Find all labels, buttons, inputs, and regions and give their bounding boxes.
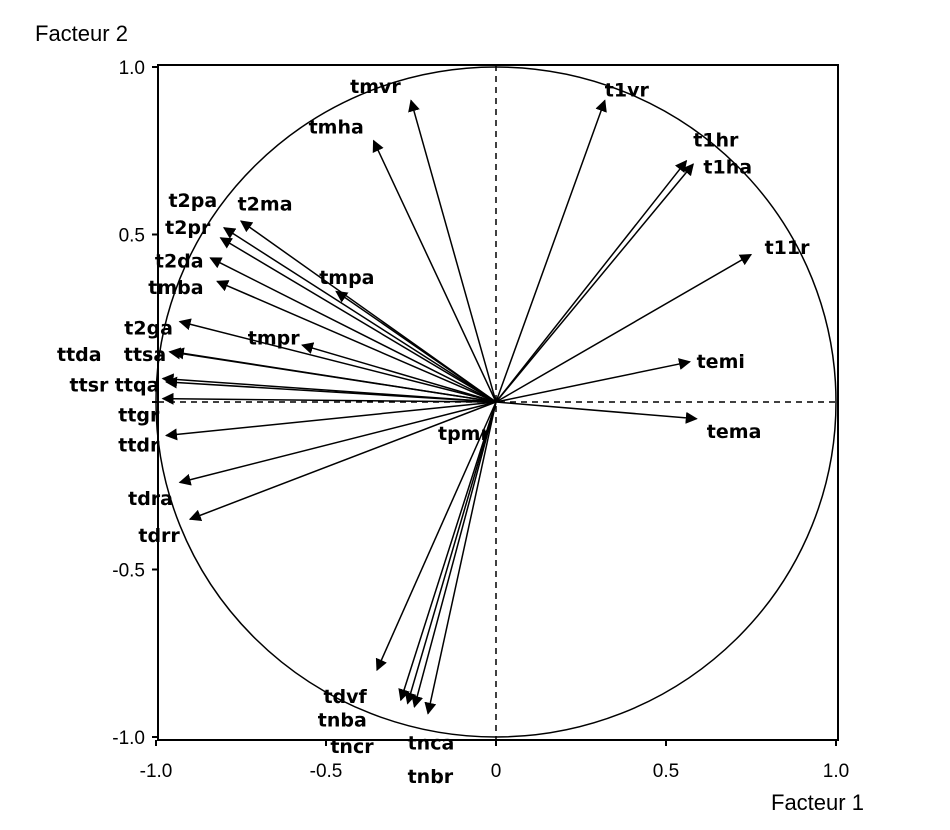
x-tick-label: 0 [491, 761, 502, 782]
label-temi: temi [697, 351, 745, 373]
y-tick-label: -0.5 [112, 561, 145, 582]
vector-tdvf [375, 401, 497, 672]
vector-tdrr [188, 401, 497, 521]
vector-ttdr [165, 401, 497, 441]
x-tick-label: 1.0 [823, 761, 849, 782]
label-t2pa: t2pa [168, 190, 217, 212]
vector-ttsa [171, 347, 497, 403]
y-tick-label: 0.5 [119, 226, 145, 247]
label-t1vr: t1vr [605, 79, 650, 101]
label-ttqa: ttqa [115, 374, 160, 396]
label-t2ga: t2ga [124, 317, 173, 339]
x-tick-label: -1.0 [140, 761, 173, 782]
vector-ttgr [161, 392, 497, 405]
x-axis-title: Facteur 1 [771, 790, 864, 815]
label-t2da: t2da [155, 250, 204, 272]
label-tmvr: tmvr [350, 76, 401, 98]
vector-t2pa [222, 227, 497, 403]
vector-tdra [178, 401, 497, 486]
vector-t1ha [495, 163, 694, 403]
vector-tmha [372, 139, 497, 403]
ticks: -1.0 -0.5 0 0.5 1.0 1.0 0.5 -0.5 -1.0 [112, 58, 849, 782]
x-tick-label: -0.5 [310, 761, 343, 782]
vector-t2da [209, 257, 497, 403]
annotation-tpmr: tpmr [438, 423, 490, 445]
vector-tnbr [411, 401, 497, 709]
vectors: tmvr tmha t1vr t1hr t1ha t11r t2pa t2ma t2pr t2da… [57, 76, 810, 788]
label-tdra: tdra [128, 488, 173, 510]
x-tick-label: 0.5 [653, 761, 679, 782]
label-t1ha: t1ha [703, 157, 752, 179]
label-tnca: tnca [408, 733, 455, 755]
label-tmba: tmba [148, 277, 203, 299]
vector-t11r [495, 253, 753, 403]
label-tdvf: tdvf [323, 686, 367, 708]
vector-tema [495, 401, 698, 424]
label-tnbr: tnbr [408, 766, 454, 788]
vector-t2ga [178, 318, 497, 403]
vector-tnba [398, 401, 497, 702]
label-ttsa: ttsa [124, 344, 166, 366]
vector-t1vr [495, 99, 607, 403]
origin-lines [158, 65, 838, 740]
label-tdrr: tdrr [138, 525, 180, 547]
label-ttda: ttda [57, 344, 102, 366]
vector-temi [495, 358, 691, 403]
vector-tmpr [301, 342, 497, 403]
label-ttdr: ttdr [118, 435, 160, 457]
label-t1hr: t1hr [693, 130, 739, 152]
vector-ttqa [165, 376, 497, 403]
label-t2pr: t2pr [165, 217, 211, 239]
label-ttsr: ttsr [70, 374, 109, 396]
vector-tncr [404, 401, 497, 705]
y-axis-title: Facteur 2 [35, 21, 128, 46]
vector-t2pr [219, 237, 497, 403]
vector-tnca [424, 401, 497, 715]
label-t2ma: t2ma [238, 193, 293, 215]
label-tncr: tncr [330, 736, 374, 758]
label-ttgr: ttgr [118, 404, 160, 426]
label-tmha: tmha [309, 116, 364, 138]
vector-tmpa [335, 290, 497, 403]
label-tema: tema [707, 421, 762, 443]
label-tmpr: tmpr [248, 327, 300, 349]
y-tick-label: -1.0 [112, 728, 145, 749]
label-t11r: t11r [765, 237, 811, 259]
vector-t1hr [495, 159, 688, 403]
vector-tmba [216, 280, 497, 403]
label-tmpa: tmpa [319, 267, 374, 289]
label-tnba: tnba [318, 709, 367, 731]
y-tick-label: 1.0 [119, 58, 145, 79]
vector-tmvr [408, 99, 497, 403]
